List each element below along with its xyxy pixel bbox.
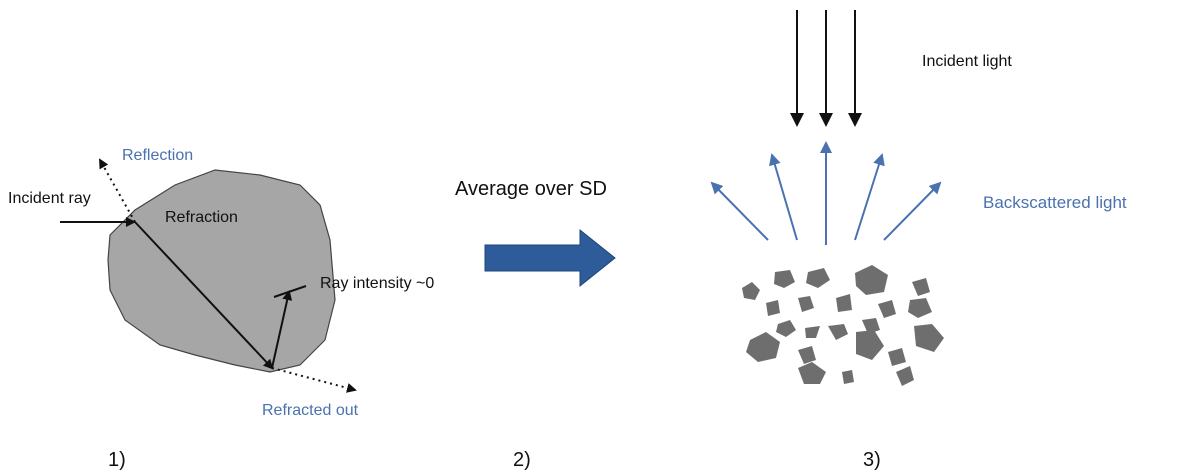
annotation: Ray intensity ~0: [320, 275, 434, 292]
refracted-out-ray: [271, 367, 357, 393]
grain: [776, 320, 796, 337]
backscatter-arrow: [883, 181, 942, 241]
annotation: Refracted out: [262, 402, 359, 419]
grain: [878, 300, 896, 318]
panel-1: Reflection Incident ray Refraction Ray i…: [8, 147, 434, 471]
refracted-ray: [134, 221, 274, 370]
annotation: Refraction: [165, 209, 238, 226]
grain: [862, 318, 880, 334]
annotation: Reflection: [122, 147, 193, 164]
panel-3: Incident light Backscattered light 3): [710, 10, 1127, 471]
grain: [806, 268, 830, 288]
grain: [798, 362, 826, 384]
grain: [914, 324, 944, 352]
annotation: Incident ray: [8, 190, 91, 207]
grain: [888, 348, 906, 366]
grain: [828, 324, 848, 340]
big-arrow: [484, 228, 616, 288]
grain: [774, 270, 795, 288]
backscatter-arrow: [769, 153, 798, 241]
particles: [742, 265, 944, 386]
backscatter-arrow: [710, 181, 769, 241]
grain: [836, 294, 852, 312]
grain: [798, 346, 816, 364]
reflected-ray: [99, 158, 136, 223]
grain: [912, 278, 930, 296]
panel-label: 1): [108, 449, 126, 471]
grain: [798, 296, 814, 312]
grain: [746, 332, 780, 362]
annotation: Incident light: [922, 53, 1012, 70]
intensity-bar: [273, 285, 307, 298]
grain: [908, 298, 932, 318]
panel-2: Average over SD 2): [455, 178, 616, 471]
internal-ray: [271, 290, 293, 369]
caption: Average over SD: [455, 178, 607, 200]
particle: [107, 169, 336, 373]
panel-label: 2): [513, 449, 531, 471]
grain: [805, 326, 820, 338]
annotation: Backscattered light: [983, 193, 1127, 212]
grain: [855, 265, 888, 295]
grain: [856, 330, 884, 360]
grain: [766, 300, 780, 316]
backscatter-arrow: [854, 153, 885, 241]
grain: [896, 366, 914, 386]
panel-label: 3): [863, 449, 881, 471]
grain: [842, 370, 854, 384]
grain: [742, 282, 760, 300]
